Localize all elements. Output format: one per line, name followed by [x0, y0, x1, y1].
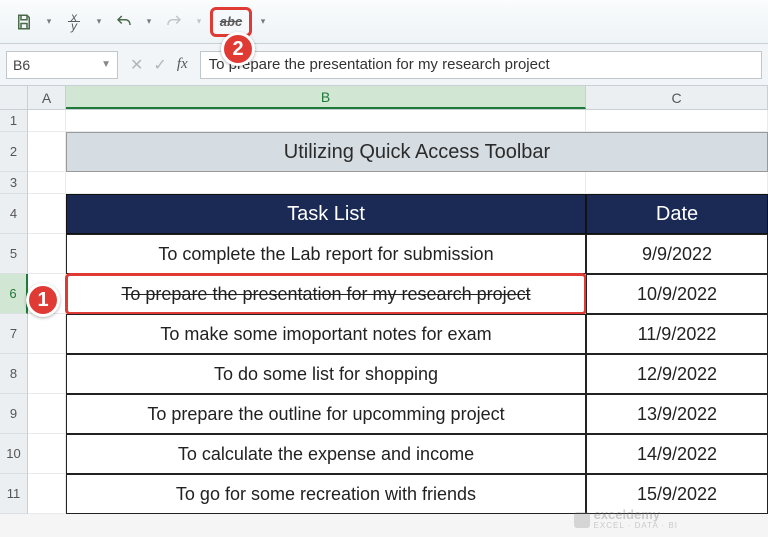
worksheet-grid: A B C 1 2 Utilizing Quick Access Toolbar… [0, 86, 768, 514]
grid-row: 4 Task List Date [0, 194, 768, 234]
date-cell[interactable]: 12/9/2022 [586, 354, 768, 394]
cell[interactable] [28, 234, 66, 274]
watermark-tag: EXCEL · DATA · BI [594, 520, 678, 531]
table-row: 9 To prepare the outline for upcomming pr… [0, 394, 768, 434]
date-cell[interactable]: 10/9/2022 [586, 274, 768, 314]
task-cell[interactable]: To go for some recreation with friends [66, 474, 586, 514]
formula-input[interactable]: To prepare the presentation for my resea… [200, 51, 762, 79]
cell[interactable] [28, 474, 66, 514]
row-header[interactable]: 4 [0, 194, 28, 234]
callout-badge-1: 1 [26, 283, 60, 317]
cell[interactable] [28, 132, 66, 172]
dropdown-icon[interactable]: ▾ [144, 16, 154, 27]
table-row: 6 To prepare the presentation for my rese… [0, 274, 768, 314]
row-header[interactable]: 7 [0, 314, 28, 354]
title-cell[interactable]: Utilizing Quick Access Toolbar [66, 132, 768, 172]
date-cell[interactable]: 9/9/2022 [586, 234, 768, 274]
column-header-a[interactable]: A [28, 86, 66, 109]
strikethrough-label: abc [220, 14, 242, 29]
fraction-icon[interactable]: xy [60, 8, 88, 36]
formula-value: To prepare the presentation for my resea… [209, 56, 550, 73]
cell[interactable] [28, 314, 66, 354]
row-header[interactable]: 1 [0, 110, 28, 132]
redo-icon[interactable] [160, 8, 188, 36]
chevron-down-icon[interactable]: ▼ [101, 59, 111, 70]
grid-rows: 1 2 Utilizing Quick Access Toolbar 3 4 T… [0, 110, 768, 514]
column-headers: A B C [0, 86, 768, 110]
cell[interactable] [66, 172, 586, 194]
cell[interactable] [28, 172, 66, 194]
task-cell[interactable]: To prepare the presentation for my resea… [66, 274, 586, 314]
name-box-value: B6 [13, 57, 30, 73]
table-header-task[interactable]: Task List [66, 194, 586, 234]
watermark-logo-icon [574, 512, 590, 528]
date-cell[interactable]: 14/9/2022 [586, 434, 768, 474]
save-icon[interactable] [10, 8, 38, 36]
grid-row: 2 Utilizing Quick Access Toolbar [0, 132, 768, 172]
column-header-c[interactable]: C [586, 86, 768, 109]
row-header[interactable]: 3 [0, 172, 28, 194]
cell[interactable] [66, 110, 586, 132]
fx-label[interactable]: fx [177, 56, 188, 73]
strikethrough-button[interactable]: abc [210, 7, 252, 37]
task-cell[interactable]: To calculate the expense and income [66, 434, 586, 474]
row-header[interactable]: 9 [0, 394, 28, 434]
table-row: 5 To complete the Lab report for submissi… [0, 234, 768, 274]
table-row: 7 To make some imoportant notes for exam1… [0, 314, 768, 354]
row-header[interactable]: 2 [0, 132, 28, 172]
column-header-b[interactable]: B [66, 86, 586, 109]
callout-badge-2: 2 [221, 32, 255, 66]
grid-row: 1 [0, 110, 768, 132]
table-row: 8 To do some list for shopping12/9/2022 [0, 354, 768, 394]
formula-bar: B6 ▼ ✕ ✓ fx To prepare the presentation … [0, 44, 768, 86]
quick-access-toolbar: ▾ xy ▾ ▾ ▾ abc ▾ [0, 0, 768, 44]
row-header[interactable]: 5 [0, 234, 28, 274]
table-row: 11 To go for some recreation with friends… [0, 474, 768, 514]
date-cell[interactable]: 13/9/2022 [586, 394, 768, 434]
select-all-corner[interactable] [0, 86, 28, 109]
cell[interactable] [28, 354, 66, 394]
task-cell[interactable]: To make some imoportant notes for exam [66, 314, 586, 354]
task-cell[interactable]: To complete the Lab report for submissio… [66, 234, 586, 274]
dropdown-icon[interactable]: ▾ [194, 16, 204, 27]
dropdown-icon[interactable]: ▾ [258, 16, 268, 27]
cell[interactable] [586, 110, 768, 132]
enter-icon[interactable]: ✓ [153, 55, 166, 75]
cell[interactable] [28, 194, 66, 234]
cancel-icon[interactable]: ✕ [130, 55, 143, 75]
cell[interactable] [28, 434, 66, 474]
table-row: 10 To calculate the expense and income14/… [0, 434, 768, 474]
row-header[interactable]: 10 [0, 434, 28, 474]
undo-icon[interactable] [110, 8, 138, 36]
grid-row: 3 [0, 172, 768, 194]
name-box[interactable]: B6 ▼ [6, 51, 118, 79]
task-cell[interactable]: To prepare the outline for upcomming pro… [66, 394, 586, 434]
row-header[interactable]: 6 [0, 274, 28, 314]
formula-controls: ✕ ✓ fx [126, 55, 192, 75]
date-cell[interactable]: 11/9/2022 [586, 314, 768, 354]
dropdown-icon[interactable]: ▾ [44, 16, 54, 27]
cell[interactable] [28, 110, 66, 132]
date-cell[interactable]: 15/9/2022 [586, 474, 768, 514]
task-cell[interactable]: To do some list for shopping [66, 354, 586, 394]
table-header-date[interactable]: Date [586, 194, 768, 234]
cell[interactable] [586, 172, 768, 194]
cell[interactable] [28, 394, 66, 434]
row-header[interactable]: 11 [0, 474, 28, 514]
row-header[interactable]: 8 [0, 354, 28, 394]
dropdown-icon[interactable]: ▾ [94, 16, 104, 27]
